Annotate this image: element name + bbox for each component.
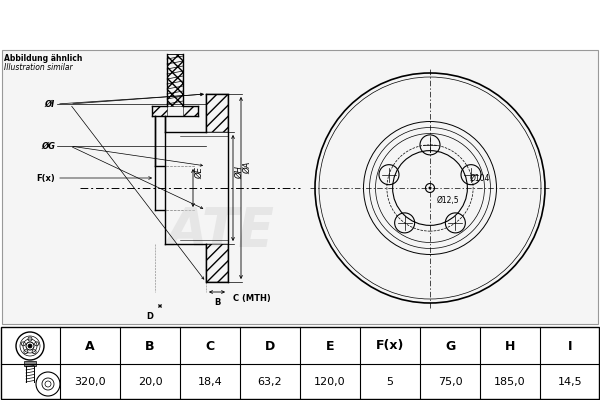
Text: D: D	[265, 340, 275, 352]
Text: 20,0: 20,0	[137, 377, 163, 387]
Text: H: H	[505, 340, 515, 352]
Text: 63,2: 63,2	[257, 377, 283, 387]
Text: 18,4: 18,4	[197, 377, 223, 387]
Circle shape	[428, 186, 431, 190]
Text: C (MTH): C (MTH)	[233, 294, 271, 302]
Text: F(x): F(x)	[36, 174, 55, 182]
Text: Ø104: Ø104	[469, 174, 490, 182]
Bar	[206, 244, 228, 282]
Text: D: D	[146, 312, 153, 321]
Bar	[167, 54, 183, 106]
Text: ØH: ØH	[235, 166, 244, 180]
Bar	[152, 106, 167, 116]
Text: 14,5: 14,5	[557, 377, 583, 387]
Text: Illustration similar: Illustration similar	[4, 63, 73, 72]
Text: ØE: ØE	[195, 167, 204, 179]
Text: ØG: ØG	[41, 142, 55, 150]
Text: ATE: ATE	[166, 205, 274, 257]
Text: 5: 5	[386, 377, 394, 387]
Text: 185,0: 185,0	[494, 377, 526, 387]
Text: C: C	[205, 340, 215, 352]
Text: G: G	[445, 340, 455, 352]
Text: B: B	[214, 298, 220, 307]
Text: Abbildung ähnlich: Abbildung ähnlich	[4, 54, 82, 63]
Text: ØA: ØA	[243, 162, 252, 174]
Text: I: I	[568, 340, 572, 352]
Text: A: A	[85, 340, 95, 352]
Text: 24.0120-0183.1    420183: 24.0120-0183.1 420183	[130, 12, 470, 36]
Text: 320,0: 320,0	[74, 377, 106, 387]
Text: 120,0: 120,0	[314, 377, 346, 387]
Text: Ø12,5: Ø12,5	[436, 196, 459, 204]
Bar	[183, 106, 198, 116]
Bar	[206, 94, 228, 132]
Text: B: B	[145, 340, 155, 352]
Text: E: E	[326, 340, 334, 352]
Bar	[24, 361, 36, 366]
Text: ØI: ØI	[45, 100, 55, 108]
Text: F(x): F(x)	[376, 340, 404, 352]
Circle shape	[28, 344, 32, 348]
Text: 75,0: 75,0	[437, 377, 463, 387]
